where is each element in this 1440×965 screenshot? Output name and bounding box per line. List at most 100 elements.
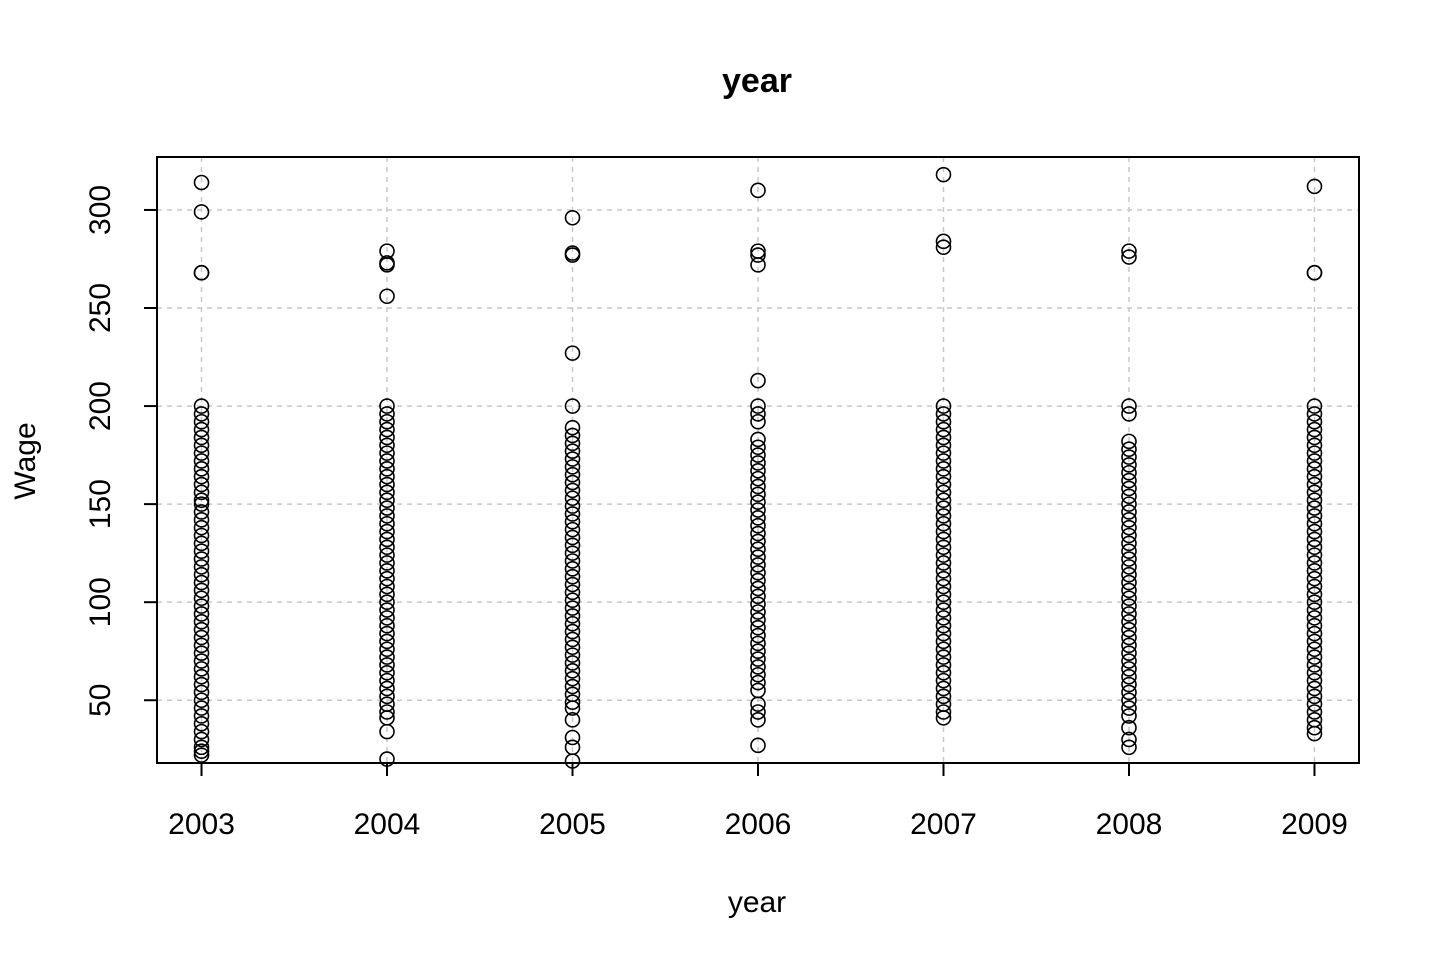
data-point [564,623,581,640]
data-point [193,429,210,446]
y-tick-label: 200 [84,381,117,431]
data-point [193,582,210,599]
data-point [750,494,766,510]
data-point [379,680,395,697]
data-point [750,470,766,487]
data-point [1306,413,1323,430]
y-axis-label: Wage [9,422,42,499]
data-point [564,553,581,569]
data-point [1306,178,1323,195]
data-point [935,239,952,256]
data-point [750,372,766,389]
data-point [935,468,952,485]
data-point [1306,563,1323,579]
data-point [1306,649,1323,665]
data-point [379,539,395,556]
data-point [193,512,210,528]
data-point [935,539,952,556]
data-point [750,596,766,612]
data-point [379,688,395,705]
data-point [1121,249,1137,265]
data-point [1306,680,1323,697]
data-point [379,429,395,446]
data-point [379,500,395,516]
data-point [935,688,952,705]
data-point [379,515,395,532]
data-point [564,466,581,483]
data-point [1306,547,1323,563]
data-point [379,563,395,579]
data-point [1121,449,1137,465]
data-point [379,531,395,548]
data-point [1121,668,1137,685]
data-point [1306,719,1323,736]
data-point [750,572,766,589]
data-point [193,398,210,414]
data-point [564,700,581,716]
data-point [193,519,210,536]
data-point [564,608,581,624]
data-point [1121,653,1137,669]
data-point [564,561,581,577]
data-point [935,664,952,681]
data-point [1306,453,1323,469]
data-point [1306,570,1323,587]
data-point [1121,535,1137,552]
data-point [379,649,395,665]
data-point [1306,555,1323,571]
data-point [564,545,581,561]
data-point [379,610,395,626]
data-point [564,537,581,554]
data-point [193,653,210,669]
data-point [193,476,210,493]
data-point [1121,464,1137,481]
data-point [379,633,395,650]
data-point [1121,551,1137,567]
data-point [750,447,766,463]
data-point [564,600,581,616]
data-point [564,482,581,499]
data-point [564,615,581,632]
data-point [193,484,210,501]
data-point [1306,664,1323,681]
x-tick-label: 2006 [725,808,792,841]
data-point [750,406,766,422]
data-point [564,592,581,609]
data-point [1306,264,1323,281]
data-point [564,678,581,695]
data-point [750,635,766,652]
data-point [750,533,766,550]
data-point [379,421,395,438]
data-point [750,525,766,542]
data-point [1121,598,1137,614]
data-point [1306,617,1323,634]
data-point [1121,708,1137,724]
data-point [1121,480,1137,497]
data-point [750,588,766,605]
data-point [935,476,952,493]
data-point [564,345,581,361]
data-point [193,504,210,520]
data-point [379,406,395,422]
data-point [935,570,952,587]
data-point [750,696,766,712]
data-point [1306,492,1323,509]
data-point [935,610,952,626]
data-point [379,602,395,618]
data-point [379,625,395,642]
x-tick-label: 2008 [1096,808,1163,841]
data-point [935,547,952,563]
data-point [564,427,581,444]
data-point [193,739,210,756]
data-point [935,602,952,618]
data-point [1121,629,1137,646]
data-point [564,663,581,679]
data-point [750,674,766,691]
data-point [1121,496,1137,512]
data-point [1121,582,1137,599]
data-point [935,508,952,524]
data-point [1121,613,1137,630]
data-point [750,651,766,667]
data-point [379,445,395,461]
data-point [935,233,952,250]
